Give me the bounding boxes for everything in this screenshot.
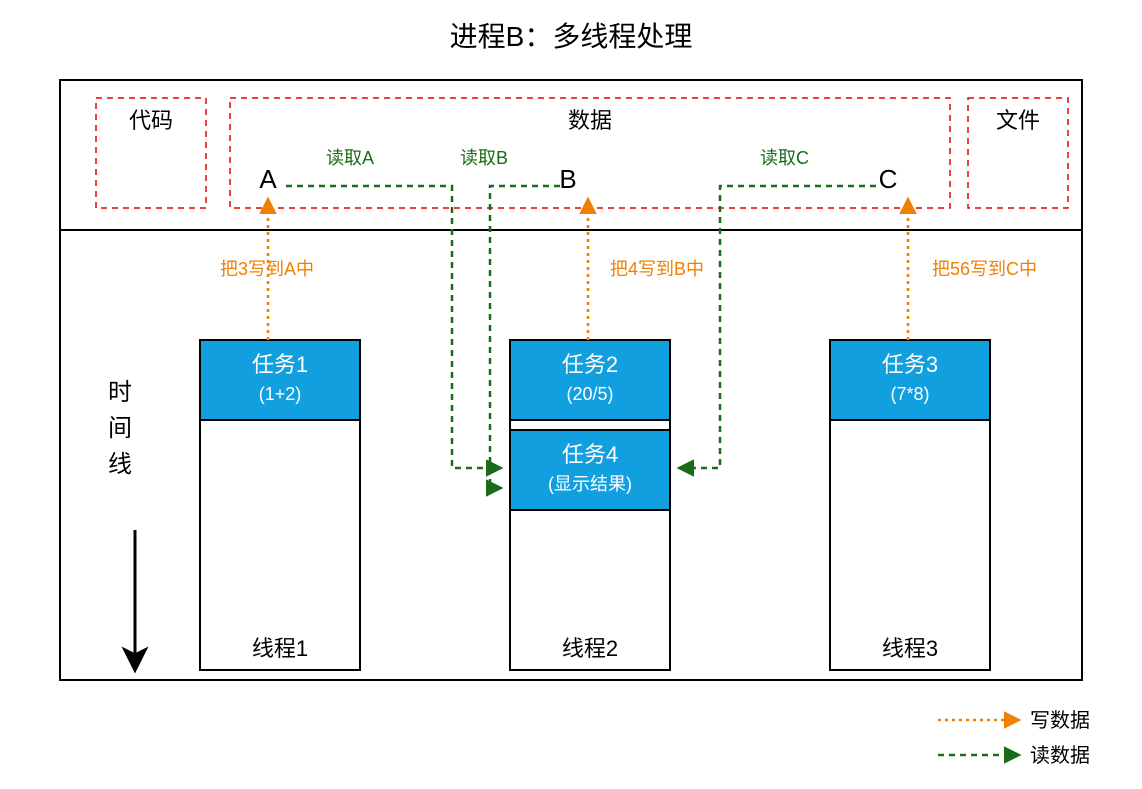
data-box-label: 数据 — [568, 108, 612, 133]
task-3-title: 任务3 — [882, 352, 938, 377]
data-point-a: A — [259, 164, 277, 194]
write-arrow-c-label: 把56写到C中 — [932, 259, 1037, 279]
thread-1-label: 线程1 — [252, 636, 308, 661]
task-3-sub: (7*8) — [890, 384, 929, 404]
timeline: 时间线 — [108, 379, 135, 660]
diagram-canvas: 进程B：多线程处理 代码 数据 文件 A B C 时间线 任务1 (1+2) 线… — [0, 0, 1142, 789]
data-point-c: C — [879, 164, 898, 194]
task-2-sub: (20/5) — [566, 384, 613, 404]
diagram-title: 进程B：多线程处理 — [450, 21, 693, 52]
thread-3-label: 线程3 — [882, 636, 938, 661]
task-2-title: 任务2 — [562, 352, 618, 377]
thread-2: 任务2 (20/5) 任务4 (显示结果) 线程2 — [510, 340, 670, 670]
read-arrow-a-label: 读取A — [326, 148, 374, 168]
write-arrow-a: 把3写到A中 — [220, 200, 314, 340]
legend-write-label: 写数据 — [1030, 709, 1090, 732]
read-arrow-c-label: 读取C — [760, 148, 809, 168]
thread-3: 任务3 (7*8) 线程3 — [830, 340, 990, 670]
file-box: 文件 — [968, 98, 1068, 208]
task-4-title: 任务4 — [562, 442, 618, 467]
legend-read: 读数据 — [938, 744, 1090, 767]
legend-write: 写数据 — [938, 709, 1090, 732]
legend-read-label: 读数据 — [1030, 744, 1090, 767]
task-1-title: 任务1 — [252, 352, 308, 377]
read-arrow-b-label: 读取B — [460, 148, 508, 168]
thread-2-label: 线程2 — [562, 636, 618, 661]
file-box-label: 文件 — [996, 108, 1040, 133]
write-arrow-b-label: 把4写到B中 — [610, 259, 704, 279]
task-1-sub: (1+2) — [259, 384, 302, 404]
write-arrow-a-label: 把3写到A中 — [220, 259, 314, 279]
data-point-b: B — [559, 164, 576, 194]
timeline-label: 时间线 — [108, 379, 132, 478]
code-box: 代码 — [96, 98, 206, 208]
task-4-sub: (显示结果) — [548, 474, 632, 494]
write-arrow-c: 把56写到C中 — [908, 200, 1037, 340]
thread-1: 任务1 (1+2) 线程1 — [200, 340, 360, 670]
write-arrow-b: 把4写到B中 — [588, 200, 704, 340]
code-box-label: 代码 — [129, 108, 173, 133]
